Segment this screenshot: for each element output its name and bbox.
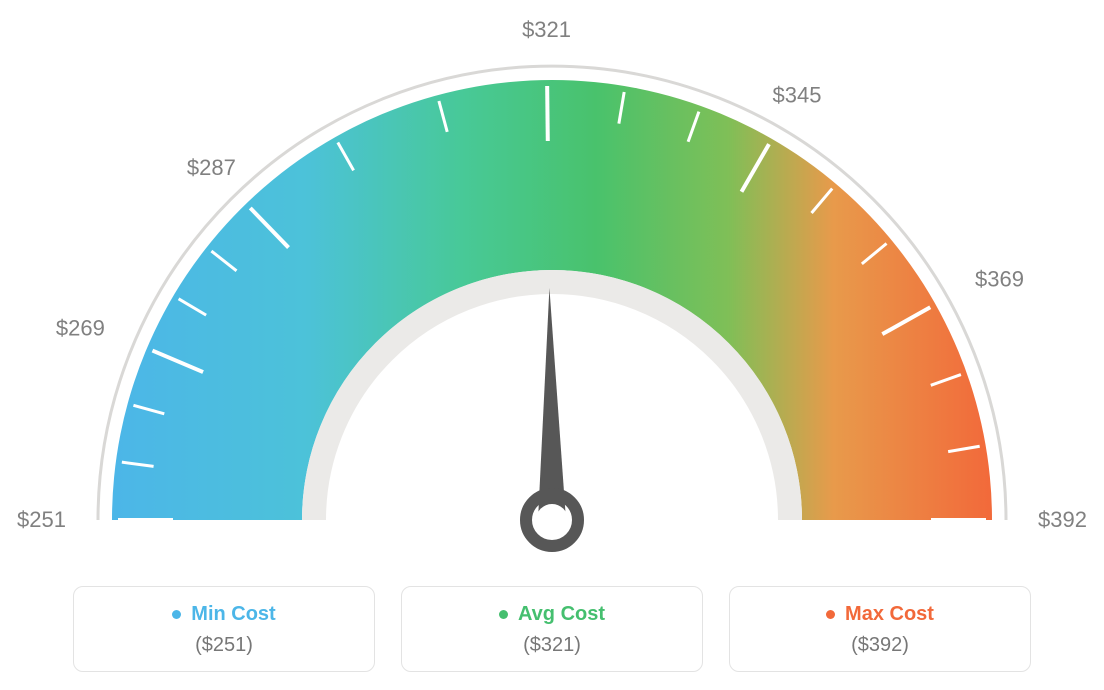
legend-dot-min — [172, 610, 181, 619]
svg-text:$269: $269 — [56, 316, 105, 341]
svg-text:$321: $321 — [522, 17, 571, 42]
svg-text:$251: $251 — [17, 507, 66, 532]
legend-card-avg: Avg Cost ($321) — [401, 586, 703, 672]
svg-text:$392: $392 — [1038, 507, 1087, 532]
cost-gauge: $251 $269 $287 $321 $345 $369 $392 — [0, 0, 1104, 560]
legend-label-avg: Avg Cost — [518, 603, 605, 626]
legend-label-min: Min Cost — [191, 603, 275, 626]
legend-card-max: Max Cost ($392) — [729, 586, 1031, 672]
legend-dot-avg — [499, 610, 508, 619]
svg-text:$369: $369 — [975, 267, 1024, 292]
legend-row: Min Cost ($251) Avg Cost ($321) Max Cost… — [0, 586, 1104, 672]
legend-value-max: ($392) — [740, 634, 1020, 657]
svg-text:$345: $345 — [773, 83, 822, 108]
legend-dot-max — [826, 610, 835, 619]
legend-card-min: Min Cost ($251) — [73, 586, 375, 672]
svg-text:$287: $287 — [187, 155, 236, 180]
legend-label-max: Max Cost — [845, 603, 934, 626]
legend-value-avg: ($321) — [412, 634, 692, 657]
legend-value-min: ($251) — [84, 634, 364, 657]
